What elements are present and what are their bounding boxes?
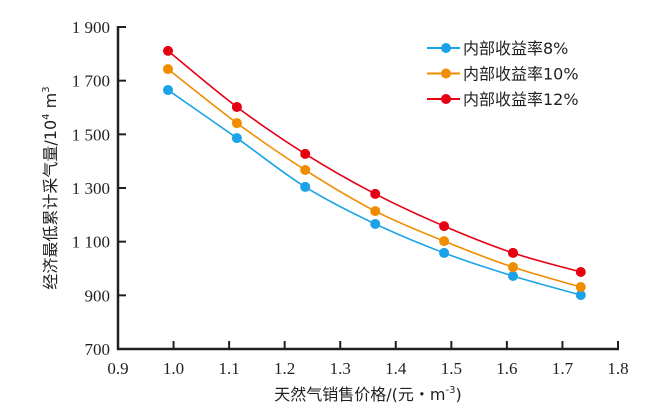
data-point (575, 290, 586, 301)
x-tick-label: 1.3 (330, 359, 351, 378)
legend-item: 内部收益率10% (427, 65, 579, 84)
x-axis-title: 天然气销售价格/(元・m-3) (274, 385, 461, 404)
legend-item: 内部收益率8% (427, 39, 568, 58)
x-ticks: 0.9 1.0 1.1 1.2 1.3 1.4 1.5 1.6 1.7 1.8 (107, 341, 629, 378)
series-layer (163, 45, 586, 301)
data-point (508, 247, 518, 258)
legend-label: 内部收益率10% (463, 65, 579, 84)
y-tick-label: 1 700 (72, 72, 110, 91)
data-point (439, 221, 450, 232)
x-tick-label: 1.1 (218, 359, 239, 378)
y-tick-label: 1 900 (72, 18, 110, 37)
x-tick-label: 1.6 (496, 359, 517, 378)
y-tick-label: 700 (85, 340, 111, 359)
data-point (370, 188, 381, 199)
y-ticks: 700 900 1 100 1 300 1 500 1 700 1 900 (72, 18, 126, 359)
series-1 (163, 85, 586, 301)
y-tick-label: 900 (85, 286, 111, 305)
data-point (370, 218, 381, 229)
y-axis: 700 900 1 100 1 300 1 500 1 700 1 900 (72, 18, 126, 359)
legend-item: 内部收益率12% (427, 90, 579, 109)
data-point (575, 266, 586, 277)
data-point (439, 247, 450, 258)
x-tick-label: 1.5 (441, 359, 462, 378)
legend-label: 内部收益率12% (463, 90, 579, 109)
data-point (575, 282, 586, 293)
data-point (163, 64, 173, 75)
legend-label: 内部收益率8% (463, 39, 568, 58)
x-tick-label: 1.0 (163, 359, 184, 378)
x-tick-label: 0.9 (107, 359, 128, 378)
y-axis-title: 经济最低累计采气量/104 m3 (41, 86, 60, 289)
series-2 (163, 64, 586, 293)
y-tick-label: 1 100 (72, 233, 110, 252)
y-tick-label: 1 500 (72, 125, 110, 144)
x-axis: 0.9 1.0 1.1 1.2 1.3 1.4 1.5 1.6 1.7 1.8 (107, 341, 629, 378)
data-point (231, 118, 242, 129)
x-tick-label: 1.4 (385, 359, 407, 378)
y-tick-label: 1 300 (72, 179, 110, 198)
data-point (300, 148, 311, 159)
legend-marker (441, 94, 451, 104)
series-3 (163, 45, 586, 277)
legend: 内部收益率8% 内部收益率10% 内部收益率12% (427, 39, 579, 109)
data-point (163, 85, 173, 96)
data-point (439, 236, 450, 247)
x-tick-label: 1.2 (274, 359, 295, 378)
legend-marker (441, 43, 451, 53)
data-point (231, 133, 242, 144)
legend-marker (441, 68, 451, 79)
series-line (167, 50, 581, 273)
data-point (163, 45, 173, 56)
data-point (231, 101, 242, 112)
data-point (508, 271, 518, 282)
data-point (300, 165, 311, 176)
data-point (300, 181, 311, 192)
data-point (508, 262, 518, 273)
data-point (370, 206, 381, 217)
x-tick-label: 1.8 (607, 359, 628, 378)
x-tick-label: 1.7 (552, 359, 574, 378)
